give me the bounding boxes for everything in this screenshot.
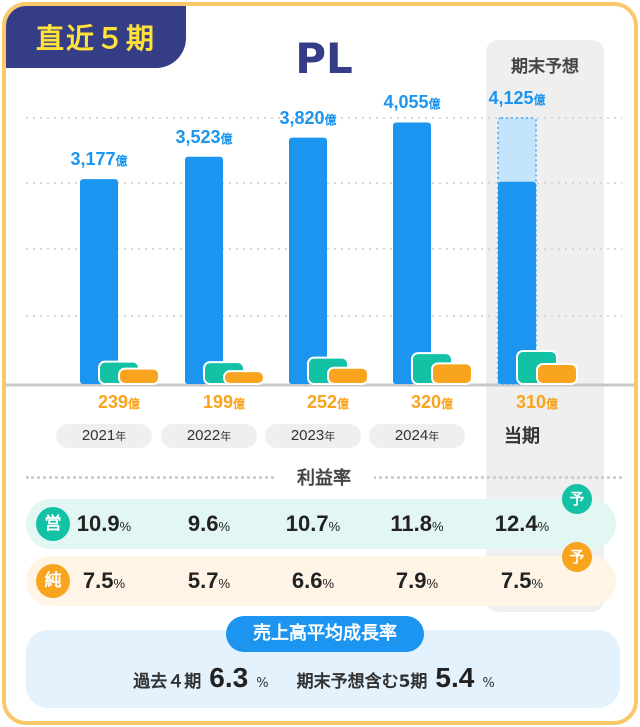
revenue-label: 4,125億 bbox=[488, 88, 545, 109]
net-value: 310 bbox=[515, 392, 547, 412]
growth-title: 売上高平均成長率 bbox=[226, 616, 424, 652]
unit: 億 bbox=[115, 154, 128, 169]
unit: 億 bbox=[546, 397, 559, 411]
unit: 億 bbox=[533, 92, 546, 107]
period-tab: 直近５期 bbox=[6, 6, 186, 68]
operating-margin-value: 9.6% bbox=[187, 511, 231, 536]
past-pct: % bbox=[256, 676, 269, 691]
net-profit-label: 320億 bbox=[411, 392, 453, 413]
net-value: 199 bbox=[202, 392, 234, 412]
incl-label: 期末予想含む5期 bbox=[296, 672, 428, 692]
operating-badge: 営 bbox=[36, 507, 70, 541]
incl-value: 5.4 bbox=[435, 662, 475, 693]
net-value: 239 bbox=[97, 392, 129, 412]
net-profit-label: 199億 bbox=[203, 392, 245, 413]
revenue-bar bbox=[498, 181, 536, 384]
unit: 億 bbox=[337, 397, 350, 411]
incl-pct: % bbox=[482, 676, 495, 691]
net-margin-value: 7.5% bbox=[82, 568, 126, 593]
revenue-label: 3,523億 bbox=[175, 127, 232, 148]
unit: 億 bbox=[220, 131, 233, 146]
revenue-label: 4,055億 bbox=[383, 92, 440, 113]
net-profit-bar bbox=[431, 362, 473, 385]
past-value: 6.3 bbox=[209, 662, 249, 693]
unit: 億 bbox=[128, 397, 141, 411]
revenue-value: 3,177 bbox=[70, 149, 116, 170]
forecast-badge-net: 予 bbox=[562, 542, 592, 572]
unit: 億 bbox=[233, 397, 246, 411]
net-profit-bar bbox=[223, 370, 265, 385]
revenue-bar bbox=[80, 179, 118, 384]
operating-margin-value: 10.9% bbox=[76, 511, 132, 536]
revenue-bar bbox=[393, 122, 431, 384]
net-margin-value: 6.6% bbox=[291, 568, 335, 593]
net-profit-label: 310億 bbox=[516, 392, 558, 413]
pl-chart bbox=[6, 116, 634, 387]
operating-margin-value: 10.7% bbox=[285, 511, 341, 536]
revenue-label: 3,177億 bbox=[70, 149, 127, 170]
operating-margin-row: 営 10.9% 9.6% 10.7% 11.8% 12.4% bbox=[26, 499, 616, 549]
net-margin-row: 純 7.5% 5.7% 6.6% 7.9% 7.5% bbox=[26, 556, 616, 606]
revenue-value: 3,820 bbox=[279, 107, 325, 128]
year-label: 2023年 bbox=[265, 424, 361, 448]
unit: 億 bbox=[324, 112, 337, 127]
net-margin-value: 7.5% bbox=[500, 568, 544, 593]
year-label: 2024年 bbox=[369, 424, 465, 448]
forecast-label: 期末予想 bbox=[511, 57, 579, 77]
operating-margin-value: 12.4% bbox=[494, 511, 550, 536]
revenue-label: 3,820億 bbox=[279, 108, 336, 129]
net-profit-label: 252億 bbox=[307, 392, 349, 413]
net-badge: 純 bbox=[36, 564, 70, 598]
unit: 億 bbox=[428, 97, 441, 112]
year-label: 2021年 bbox=[56, 424, 152, 448]
revenue-value: 3,523 bbox=[175, 126, 221, 147]
net-profit-bar bbox=[118, 367, 160, 386]
year-label: 2022年 bbox=[161, 424, 257, 448]
revenue-value: 4,055 bbox=[383, 92, 429, 113]
operating-margin-value: 11.8% bbox=[390, 511, 444, 536]
page-title: PL bbox=[295, 34, 353, 83]
net-value: 252 bbox=[306, 392, 338, 412]
revenue-value: 4,125 bbox=[488, 87, 534, 108]
margin-title: 利益率 bbox=[274, 464, 374, 490]
revenue-bar bbox=[185, 156, 223, 384]
net-profit-bar bbox=[536, 363, 578, 386]
net-profit-bar bbox=[327, 366, 369, 386]
unit: 億 bbox=[441, 397, 454, 411]
year-label: 当期 bbox=[504, 426, 540, 446]
net-profit-label: 239億 bbox=[98, 392, 140, 413]
forecast-badge-operating: 予 bbox=[562, 484, 592, 514]
net-margin-value: 7.9% bbox=[395, 568, 439, 593]
revenue-bar bbox=[289, 137, 327, 384]
growth-values: 過去４期 6.3 % 期末予想含む5期 5.4 % bbox=[6, 662, 634, 694]
past-label: 過去４期 bbox=[133, 672, 202, 692]
net-value: 320 bbox=[410, 392, 442, 412]
net-margin-value: 5.7% bbox=[187, 568, 231, 593]
